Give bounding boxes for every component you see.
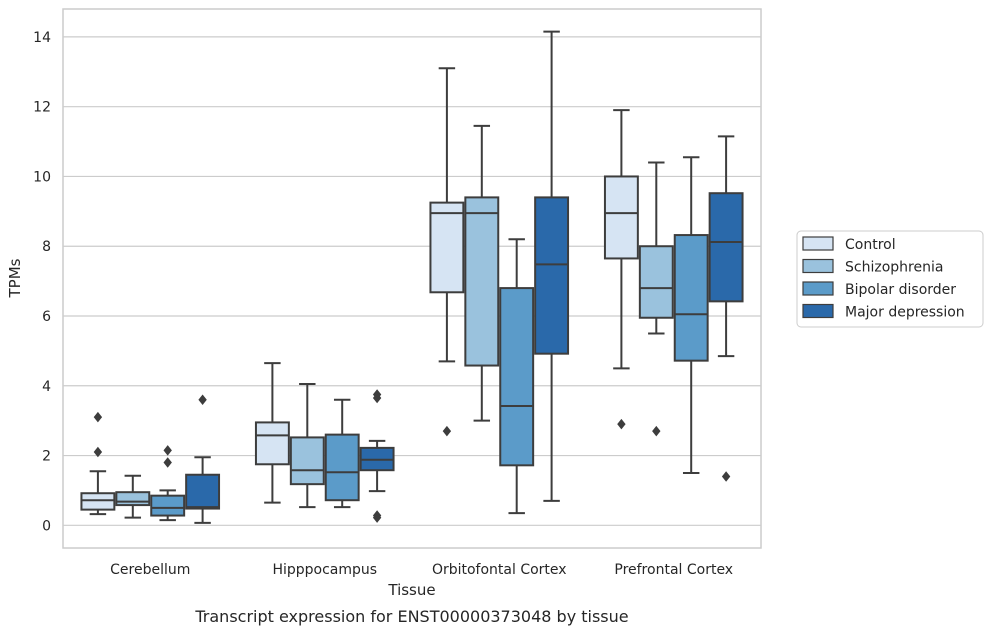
box-1-0 [254, 362, 290, 504]
x-tick-cerebellum: Cerebellum [110, 562, 190, 578]
box-1-3 [359, 389, 395, 523]
x-tick-prefrontal-cortex: Prefrontal Cortex [614, 562, 733, 578]
x-tick-hipppocampus: Hipppocampus [272, 562, 377, 578]
box-iqr [534, 196, 570, 355]
box-iqr [150, 494, 186, 517]
legend-label: Schizophrenia [845, 260, 943, 276]
box-iqr [289, 436, 325, 486]
box-3-1 [638, 161, 674, 437]
y-tick-2: 2 [42, 449, 51, 465]
legend-label: Bipolar disorder [845, 282, 956, 298]
box-0-2 [150, 445, 186, 522]
outlier-point [163, 457, 172, 468]
box-iqr [80, 492, 116, 511]
y-tick-labels: 0 2 4 6 8 10 12 14 [33, 30, 51, 534]
outlier-point [721, 471, 731, 482]
boxes-layer [80, 30, 744, 524]
outlier-point [93, 411, 103, 423]
legend-swatch [802, 303, 834, 319]
y-tick-0: 0 [42, 518, 51, 534]
box-iqr [708, 192, 744, 303]
outlier-point [617, 418, 626, 430]
gridlines [63, 36, 761, 526]
box-iqr [254, 421, 290, 466]
legend-swatch [802, 281, 834, 296]
legend-label: Control [845, 237, 896, 253]
y-tick-14: 14 [33, 30, 51, 46]
box-iqr [638, 245, 674, 319]
outlier-point [652, 425, 661, 437]
legend-label: Major depression [845, 305, 965, 321]
box-3-3 [708, 135, 744, 482]
box-iqr [324, 433, 360, 502]
outlier-point [372, 510, 382, 521]
outlier-point [198, 394, 207, 405]
legend-frame [796, 230, 984, 328]
y-tick-4: 4 [42, 379, 51, 395]
box-0-0 [80, 411, 116, 516]
box-2-1 [464, 124, 500, 422]
figure-caption: Transcript expression for ENST0000037304… [194, 607, 628, 626]
y-tick-8: 8 [42, 239, 51, 255]
box-iqr [185, 473, 221, 510]
y-tick-10: 10 [33, 169, 51, 185]
y-tick-12: 12 [33, 100, 51, 116]
y-axis-label: TPMs [6, 258, 24, 298]
legend: Control Schizophrenia Bipolar disorder Majo… [796, 230, 984, 328]
box-iqr [603, 175, 639, 260]
box-iqr [673, 234, 709, 362]
x-tick-orbitofontal-cortex: Orbitofontal Cortex [432, 562, 567, 578]
legend-swatch [802, 236, 834, 251]
outlier-point [442, 425, 452, 437]
box-iqr [499, 287, 535, 467]
box-iqr [429, 201, 465, 294]
outlier-point [93, 446, 103, 458]
y-tick-6: 6 [42, 309, 51, 325]
box-2-3 [534, 30, 570, 502]
plot-frame [62, 8, 762, 549]
box-1-2 [324, 398, 360, 509]
legend-swatch [802, 258, 834, 274]
x-tick-labels: Cerebellum Hipppocampus Orbitofontal Corte… [110, 562, 733, 578]
box-3-2 [673, 156, 709, 474]
box-1-1 [289, 383, 325, 509]
x-axis-label: Tissue [387, 581, 435, 599]
box-2-0 [429, 67, 465, 437]
box-iqr [115, 491, 151, 507]
outlier-point [163, 445, 172, 456]
box-0-3 [185, 394, 221, 524]
box-2-2 [499, 238, 535, 515]
box-0-1 [115, 474, 151, 519]
box-3-0 [603, 109, 639, 430]
box-iqr [464, 196, 500, 367]
outlier-point [372, 389, 382, 400]
